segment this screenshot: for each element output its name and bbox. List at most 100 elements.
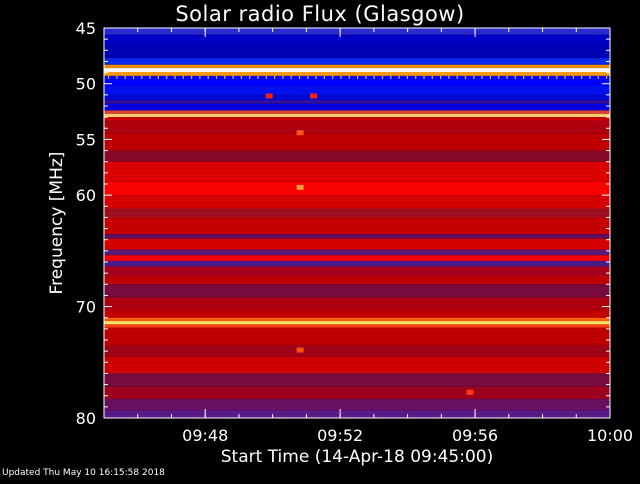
- interference-tick: [166, 75, 168, 79]
- band-streak: [104, 367, 610, 368]
- frequency-band: [104, 161, 610, 182]
- band-streak: [104, 113, 610, 115]
- band-streak: [104, 195, 610, 197]
- band-streak: [104, 262, 610, 263]
- band-streak: [104, 254, 610, 255]
- interference-tick: [332, 75, 334, 79]
- interference-tick: [182, 75, 184, 79]
- band-streak: [104, 121, 610, 123]
- frequency-band: [104, 234, 610, 239]
- interference-tick: [323, 75, 325, 79]
- band-streak: [104, 117, 610, 119]
- frequency-band: [104, 238, 610, 250]
- band-streak: [104, 363, 610, 364]
- interference-tick: [415, 75, 417, 79]
- band-streak: [104, 355, 610, 357]
- band-streak: [104, 199, 610, 201]
- interference-tick: [597, 75, 599, 79]
- band-streak: [104, 351, 610, 353]
- interference-tick: [398, 75, 400, 79]
- interference-tick: [523, 75, 525, 79]
- interference-tick: [340, 75, 342, 79]
- interference-tick: [191, 75, 193, 79]
- band-streak: [104, 141, 610, 142]
- band-streak: [104, 347, 610, 349]
- burst-spot: [296, 184, 304, 190]
- band-streak: [104, 375, 610, 376]
- band-streak: [104, 301, 610, 302]
- interference-tick: [240, 75, 242, 79]
- band-streak: [104, 382, 610, 384]
- band-streak: [104, 31, 610, 33]
- band-streak: [104, 98, 610, 99]
- band-streak: [104, 39, 610, 41]
- frequency-band: [104, 276, 610, 285]
- interference-tick: [531, 75, 533, 79]
- band-streak: [104, 47, 610, 48]
- interference-tick: [589, 75, 591, 79]
- interference-tick: [124, 75, 126, 79]
- band-streak: [104, 406, 610, 407]
- interference-tick: [315, 75, 317, 79]
- frequency-band: [104, 255, 610, 261]
- band-streak: [104, 187, 610, 189]
- interference-tick: [298, 75, 301, 79]
- x-tick-label: 09:48: [182, 426, 228, 445]
- interference-tick: [498, 75, 500, 79]
- band-streak: [104, 184, 610, 185]
- frequency-band: [104, 68, 610, 73]
- interference-tick: [539, 75, 541, 79]
- frequency-band: [104, 113, 610, 118]
- frequency-band: [104, 117, 610, 121]
- band-streak: [104, 230, 610, 232]
- band-streak: [104, 35, 610, 37]
- frequency-band: [104, 75, 610, 86]
- frequency-band: [104, 399, 610, 411]
- band-streak: [104, 133, 610, 134]
- interference-tick: [564, 75, 566, 79]
- band-streak: [104, 70, 610, 72]
- burst-spot: [265, 93, 273, 99]
- frequency-band: [104, 297, 610, 312]
- y-tick-label: 55: [76, 130, 96, 149]
- band-streak: [104, 43, 610, 45]
- interference-tick: [572, 75, 574, 79]
- band-streak: [104, 51, 610, 52]
- frequency-band: [104, 327, 610, 346]
- band-streak: [104, 152, 610, 154]
- band-streak: [104, 78, 610, 80]
- x-tick-label: 09:52: [317, 426, 363, 445]
- frequency-band: [104, 249, 610, 256]
- band-streak: [104, 156, 610, 158]
- interference-tick: [581, 75, 583, 79]
- burst-spot: [296, 347, 304, 353]
- frequency-band: [104, 260, 610, 267]
- interference-tick: [307, 75, 309, 79]
- frequency-band: [104, 317, 610, 322]
- frequency-band: [104, 120, 610, 134]
- frequency-band: [104, 28, 610, 35]
- interference-tick: [464, 75, 467, 79]
- y-tick-label: 45: [76, 19, 96, 38]
- band-streak: [104, 398, 610, 399]
- frequency-band: [104, 410, 610, 418]
- band-streak: [104, 172, 610, 173]
- interference-tick: [481, 75, 483, 79]
- band-streak: [104, 359, 610, 360]
- interference-tick: [473, 75, 475, 79]
- band-streak: [104, 379, 610, 380]
- band-streak: [104, 386, 610, 388]
- band-streak: [104, 176, 610, 177]
- plot-frame: [103, 27, 611, 419]
- interference-tick: [489, 75, 491, 79]
- band-streak: [104, 343, 610, 345]
- interference-tick: [431, 75, 433, 79]
- y-axis: 45 50 55 60 70 80: [76, 19, 610, 428]
- band-streak: [104, 265, 610, 267]
- interference-tick: [606, 75, 608, 79]
- interference-tick: [224, 75, 226, 79]
- heatmap-layer: [104, 28, 610, 419]
- band-streak: [104, 258, 610, 259]
- band-streak: [104, 63, 610, 64]
